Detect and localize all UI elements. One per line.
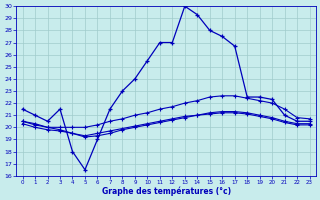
X-axis label: Graphe des températures (°c): Graphe des températures (°c)	[101, 186, 231, 196]
